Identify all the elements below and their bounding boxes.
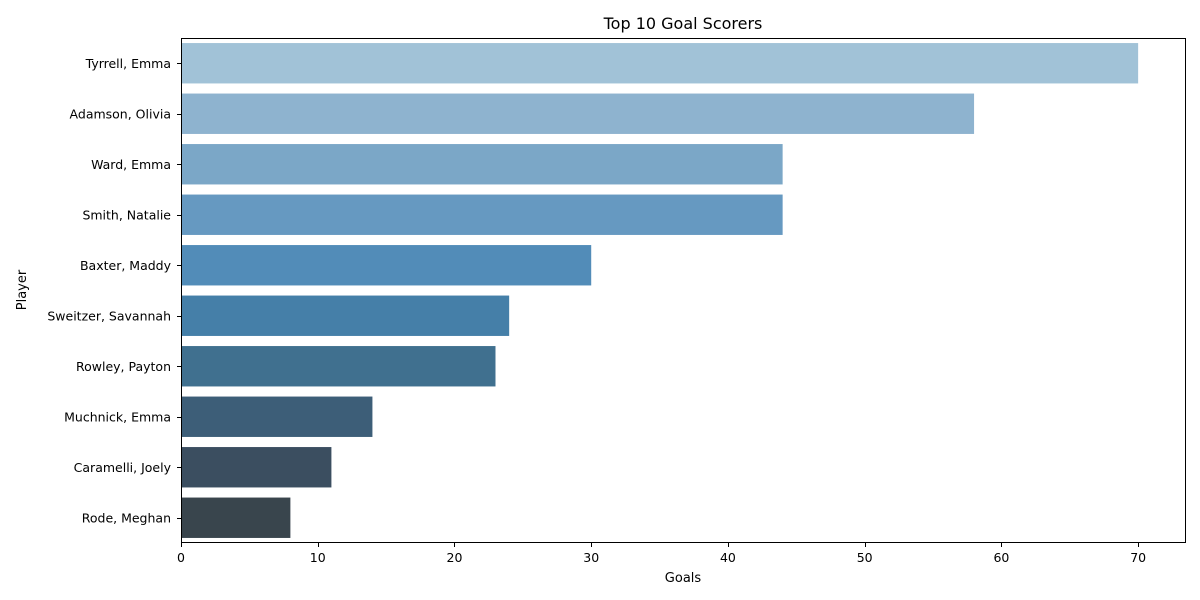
x-axis-ticks: 0 10 20 30 40 50 60 70 — [177, 543, 1146, 565]
bar — [181, 497, 291, 538]
x-tick-label: 40 — [720, 550, 736, 565]
y-axis-label: Player — [15, 269, 30, 310]
bar — [181, 144, 783, 185]
y-tick-label: Rode, Meghan — [82, 510, 171, 525]
x-tick-label: 70 — [1130, 550, 1146, 565]
bars-group — [181, 43, 1139, 538]
x-tick-label: 10 — [310, 550, 326, 565]
y-axis-ticks: Tyrrell, Emma Adamson, Olivia Ward, Emma Sm… — [47, 56, 181, 525]
y-tick-label: Rowley, Payton — [76, 359, 171, 374]
bar — [181, 295, 510, 336]
x-tick-label: 30 — [583, 550, 599, 565]
y-tick-label: Baxter, Maddy — [80, 258, 172, 273]
bar — [181, 43, 1139, 84]
bar — [181, 245, 592, 286]
y-tick-label: Muchnick, Emma — [64, 409, 171, 424]
x-tick-label: 60 — [993, 550, 1009, 565]
y-tick-label: Tyrrell, Emma — [85, 56, 171, 71]
y-tick-label: Sweitzer, Savannah — [47, 308, 171, 323]
x-tick-label: 20 — [447, 550, 463, 565]
x-tick-label: 0 — [177, 550, 185, 565]
bar — [181, 346, 496, 387]
y-tick-label: Adamson, Olivia — [70, 106, 171, 121]
x-axis-label: Goals — [665, 571, 702, 586]
y-tick-label: Ward, Emma — [91, 157, 171, 172]
bar — [181, 396, 373, 437]
bar — [181, 194, 783, 235]
x-tick-label: 50 — [857, 550, 873, 565]
y-tick-label: Caramelli, Joely — [74, 460, 172, 475]
bar — [181, 93, 975, 134]
y-tick-label: Smith, Natalie — [82, 207, 171, 222]
bar — [181, 447, 332, 488]
chart-title: Top 10 Goal Scorers — [603, 14, 763, 33]
